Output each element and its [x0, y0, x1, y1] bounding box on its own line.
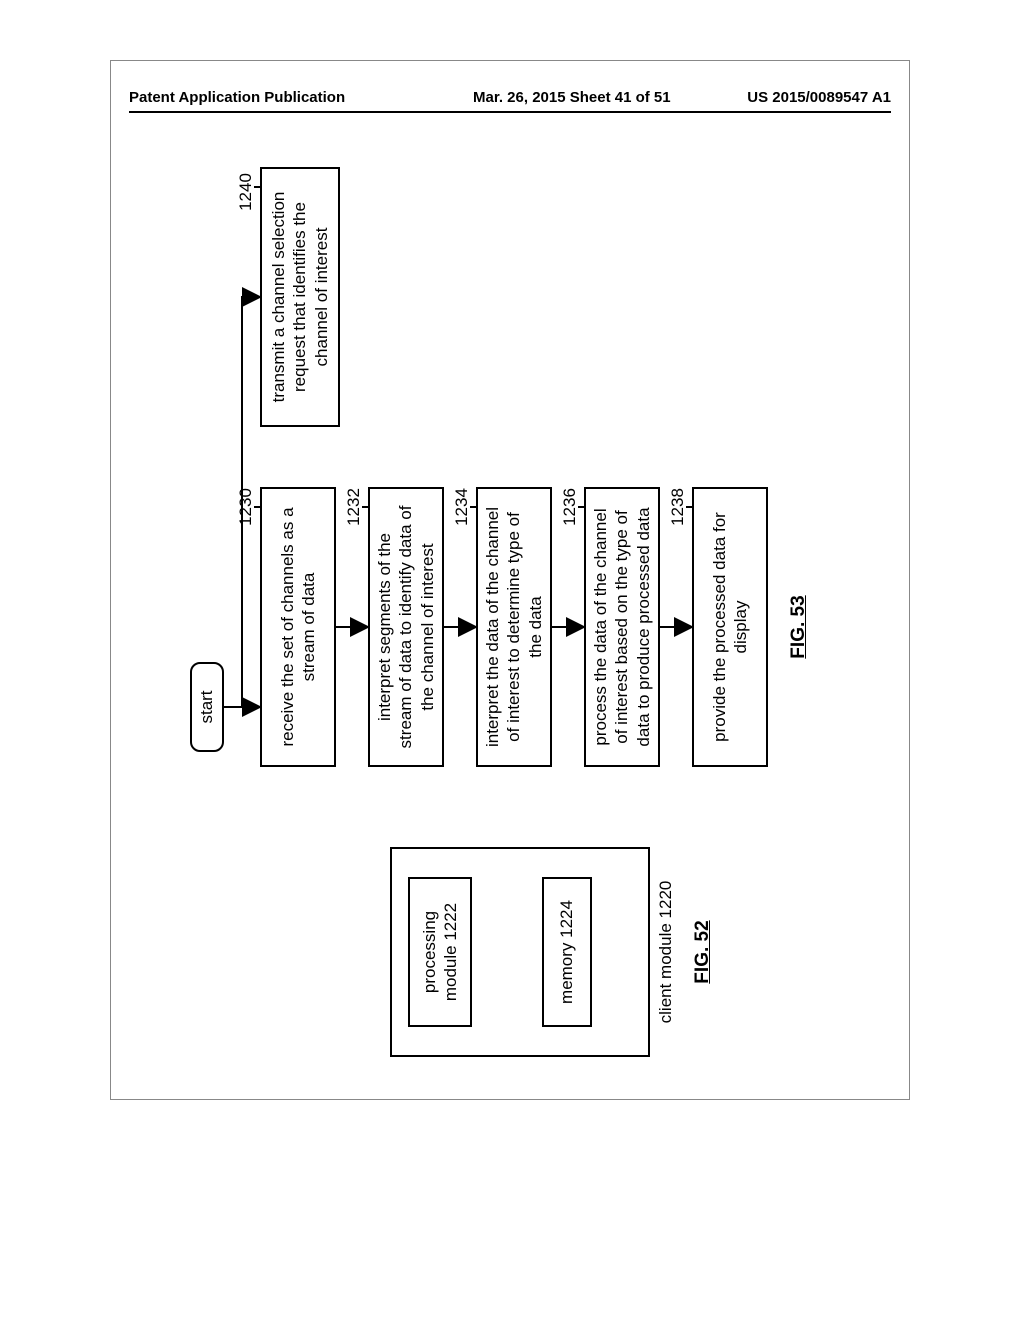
client-module-box: processingmodule 1222 memory 1224: [390, 847, 650, 1057]
start-box: start: [190, 662, 224, 752]
page-frame: Patent Application Publication Mar. 26, …: [110, 60, 910, 1100]
header-left: Patent Application Publication: [129, 89, 345, 106]
fig53-caption: FIG. 53: [788, 487, 810, 767]
flow-step-text: receive the set of channels as astream o…: [277, 507, 320, 746]
memory-label: memory 1224: [556, 900, 577, 1004]
processing-module-label: processingmodule 1222: [419, 902, 462, 1000]
fig52-caption: FIG. 52: [692, 847, 714, 1057]
flow-step-box: interpret the data of the channelof inte…: [476, 487, 552, 767]
memory-box: memory 1224: [542, 877, 592, 1027]
flow-step-text: interpret the data of the channelof inte…: [482, 506, 546, 746]
side-step-text: transmit a channel selectionrequest that…: [268, 191, 332, 402]
flow-step-text: provide the processed data fordisplay: [709, 512, 752, 742]
flow-step-number: 1230: [236, 477, 256, 537]
client-module-label: client module 1220: [656, 847, 676, 1057]
flow-step-text: process the data of the channelof intere…: [590, 507, 654, 746]
flow-step-box: provide the processed data fordisplay: [692, 487, 768, 767]
drawing-rotated-stage: processingmodule 1222 memory 1224 client…: [160, 157, 860, 1087]
side-step-number: 1240: [236, 162, 256, 222]
flow-step-number: 1232: [344, 477, 364, 537]
flow-step-number: 1236: [560, 477, 580, 537]
flow-step-box: receive the set of channels as astream o…: [260, 487, 336, 767]
start-label: start: [196, 690, 217, 723]
flow-step-box: interpret segments of thestream of data …: [368, 487, 444, 767]
header-rule: [129, 111, 891, 113]
flow-step-box: process the data of the channelof intere…: [584, 487, 660, 767]
side-step-box: transmit a channel selectionrequest that…: [260, 167, 340, 427]
header-right: US 2015/0089547 A1: [747, 89, 891, 106]
flow-step-text: interpret segments of thestream of data …: [374, 505, 438, 748]
flow-step-number: 1238: [668, 477, 688, 537]
flow-step-number: 1234: [452, 477, 472, 537]
processing-module-box: processingmodule 1222: [408, 877, 472, 1027]
header-mid: Mar. 26, 2015 Sheet 41 of 51: [473, 89, 671, 106]
